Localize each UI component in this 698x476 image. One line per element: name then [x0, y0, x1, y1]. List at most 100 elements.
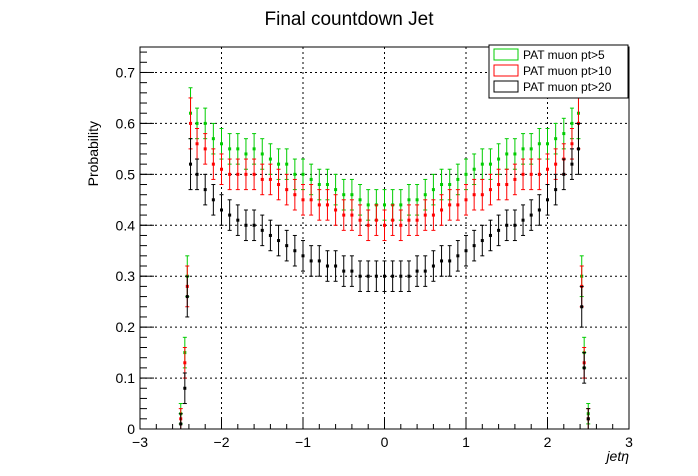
data-point [546, 198, 549, 202]
data-point [342, 193, 346, 197]
data-point [189, 162, 193, 166]
data-point [521, 172, 525, 176]
data-point [301, 172, 305, 176]
data-point [211, 162, 215, 166]
data-point [317, 183, 321, 187]
data-point [431, 264, 435, 268]
data-point [309, 198, 313, 202]
legend-swatch-pt5 [493, 48, 519, 61]
data-point [423, 269, 427, 273]
data-point [497, 183, 501, 187]
data-point [325, 264, 329, 268]
data-point [480, 162, 484, 166]
data-point [268, 233, 272, 237]
data-point [203, 121, 207, 125]
data-point [513, 223, 517, 227]
data-point [391, 218, 395, 222]
data-point [582, 366, 586, 370]
y-tick-label: 0.4 [116, 217, 136, 233]
data-point [252, 223, 256, 227]
x-tick-label: −2 [214, 434, 230, 450]
data-point [570, 142, 574, 146]
chart-title: Final countdown Jet [265, 9, 435, 30]
data-point [488, 188, 492, 192]
data-point [529, 147, 533, 151]
y-tick-label: 0.6 [116, 115, 136, 131]
data-series [178, 87, 591, 430]
data-point [383, 274, 386, 278]
series-2 [178, 122, 591, 430]
data-point [342, 269, 346, 273]
data-point [440, 259, 444, 263]
legend-label-pt5: PAT muon pt>5 [523, 48, 605, 62]
data-point [285, 188, 289, 192]
data-point [236, 147, 240, 151]
y-tick-label: 0.7 [116, 64, 136, 80]
data-point [546, 167, 549, 171]
data-point [203, 188, 207, 192]
data-point [366, 223, 370, 227]
data-point [415, 269, 419, 273]
data-point [185, 295, 189, 299]
data-point [391, 274, 395, 278]
data-point [537, 172, 541, 176]
y-tick-label: 0 [127, 421, 135, 437]
y-tick-label: 0.3 [116, 268, 136, 284]
data-point [576, 147, 580, 151]
data-point [252, 147, 256, 151]
data-point [350, 213, 354, 217]
data-point [268, 157, 272, 161]
data-point [236, 172, 240, 176]
data-point [277, 183, 281, 187]
legend-swatch-pt20 [493, 80, 519, 93]
x-tick-label: −3 [132, 434, 148, 450]
data-point [350, 269, 354, 273]
x-tick-label: 2 [544, 434, 552, 450]
data-point [317, 259, 321, 263]
data-point [325, 203, 329, 207]
data-point [244, 172, 248, 176]
data-point [431, 213, 435, 217]
data-point [228, 147, 232, 151]
data-point [554, 137, 558, 141]
data-point [252, 172, 256, 176]
data-point [521, 218, 525, 222]
data-point [220, 142, 223, 146]
data-point [448, 203, 452, 207]
data-point [562, 172, 566, 176]
data-point [285, 244, 289, 248]
data-point [189, 121, 193, 125]
data-point [211, 137, 215, 141]
data-point [505, 183, 509, 187]
data-point [505, 152, 509, 156]
data-point [399, 274, 403, 278]
data-point [228, 213, 232, 217]
data-point [570, 121, 574, 125]
data-point [236, 218, 240, 222]
data-point [464, 172, 468, 176]
x-tick-label: 1 [462, 434, 470, 450]
data-point [334, 208, 338, 212]
legend-box [488, 44, 629, 99]
data-point [220, 167, 223, 171]
data-point [228, 172, 232, 176]
data-point [497, 228, 501, 232]
data-point [342, 213, 346, 217]
data-point [448, 259, 452, 263]
data-point [260, 152, 264, 156]
data-point [285, 162, 289, 166]
data-point [309, 259, 313, 263]
data-point [448, 183, 452, 187]
data-point [440, 183, 444, 187]
y-axis-title: Probability [85, 121, 101, 186]
data-point [423, 213, 427, 217]
data-point [366, 274, 370, 278]
data-point [399, 223, 403, 227]
y-tick-label: 0.5 [116, 166, 136, 182]
data-point [293, 172, 297, 176]
data-point [277, 239, 281, 243]
data-point [513, 152, 517, 156]
legend-label-pt10: PAT muon pt>10 [523, 64, 612, 78]
y-tick-label: 0.1 [116, 370, 136, 386]
